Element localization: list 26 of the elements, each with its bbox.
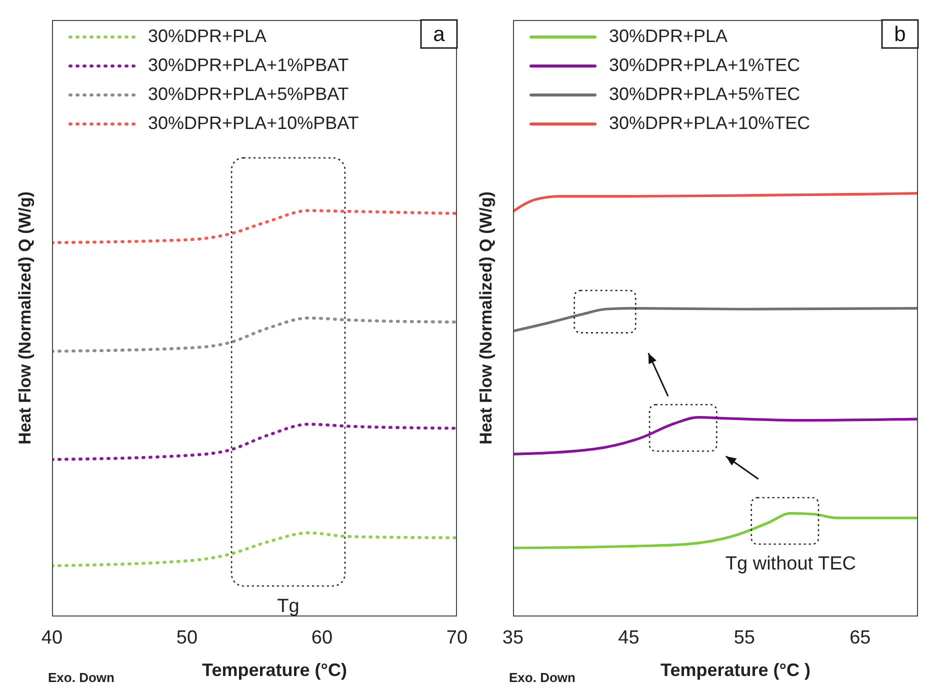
x-tick-label: 45 (618, 627, 640, 648)
annotation: Tg without TEC (725, 554, 856, 575)
text: Exo. Down (48, 670, 115, 685)
y-axis-title: Heat Flow (Normalized) Q (W/g) (476, 191, 496, 445)
legend-label: 30%DPR+PLA+1%PBAT (148, 55, 349, 76)
legend-label: 30%DPR+PLA+10%TEC (609, 113, 810, 134)
legend-label: 30%DPR+PLA+1%TEC (609, 55, 800, 76)
x-axis-title: Temperature (°C) (202, 660, 347, 680)
legend-label: 30%DPR+PLA (148, 26, 267, 47)
y-axis-title: Heat Flow (Normalized) Q (W/g) (15, 191, 34, 445)
text: a (433, 23, 446, 46)
x-tick-label: 55 (734, 627, 755, 648)
x-axis-title: Temperature (°C ) (660, 660, 810, 680)
x-tick-label: 35 (502, 627, 524, 648)
annotation: Tg (277, 596, 300, 617)
legend-label: 30%DPR+PLA+5%TEC (609, 84, 800, 105)
legend-label: 30%DPR+PLA+10%PBAT (148, 113, 359, 134)
x-tick-label: 40 (41, 627, 63, 648)
text: Exo. Down (509, 670, 576, 685)
text: b (894, 23, 906, 46)
x-tick-label: 60 (311, 627, 333, 648)
x-tick-label: 50 (176, 627, 198, 648)
x-tick-label: 70 (446, 627, 468, 648)
legend-label: 30%DPR+PLA (609, 26, 728, 47)
legend-label: 30%DPR+PLA+5%PBAT (148, 84, 349, 105)
x-tick-label: 65 (850, 627, 871, 648)
